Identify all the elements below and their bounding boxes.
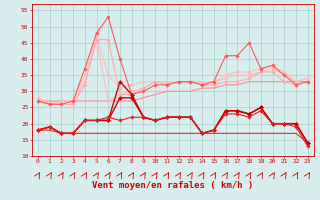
X-axis label: Vent moyen/en rafales ( km/h ): Vent moyen/en rafales ( km/h ) [92, 181, 253, 190]
